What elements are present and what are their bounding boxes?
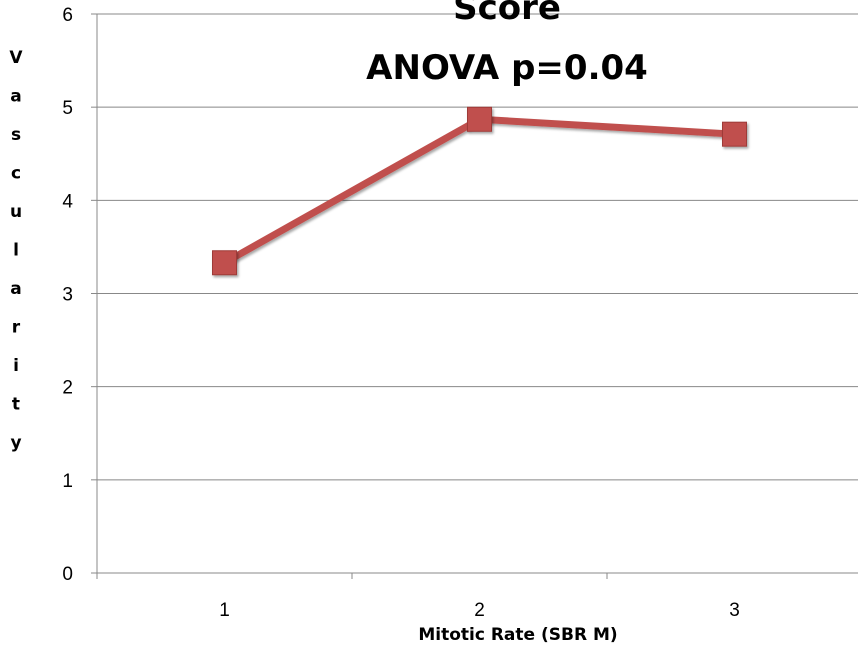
y-axis-title-char: c [11,164,21,184]
axes [91,13,858,579]
y-tick-label: 3 [62,285,73,306]
series [212,106,747,276]
y-axis-title-char: V [9,48,23,68]
y-axis-title-char: a [10,87,21,107]
y-axis-title-char: s [11,125,21,145]
data-point [467,106,492,132]
y-tick-label: 1 [62,471,73,492]
y-tick-label: 6 [62,5,73,26]
data-point [722,121,747,147]
data-point [212,250,237,276]
y-axis-title-char: r [12,318,21,338]
y-tick-labels: 0 1 2 3 4 5 6 [62,5,73,585]
y-axis-title-char: a [10,279,21,299]
y-tick-label: 5 [62,98,73,119]
y-tick-label: 2 [62,378,73,399]
chart-title-line-2: ANOVA p=0.04 [366,48,648,88]
x-tick-labels: 1 2 3 [219,600,740,621]
y-axis-title-char: t [12,395,20,415]
y-tick-label: 4 [62,191,73,212]
series-line [222,115,735,266]
y-axis-title-char: l [13,241,19,261]
x-tick-label: 3 [729,600,740,621]
y-axis-title-char: y [10,433,21,453]
y-axis-title-char: u [10,202,22,222]
chart-title-line-1: Score [453,0,561,28]
x-tick-label: 1 [219,600,230,621]
x-tick-label: 2 [474,600,485,621]
y-tick-label: 0 [62,564,73,585]
y-axis-title-char: i [13,356,19,376]
x-axis-title: Mitotic Rate (SBR M) [418,625,617,645]
chart-title: Score ANOVA p=0.04 [366,0,648,88]
